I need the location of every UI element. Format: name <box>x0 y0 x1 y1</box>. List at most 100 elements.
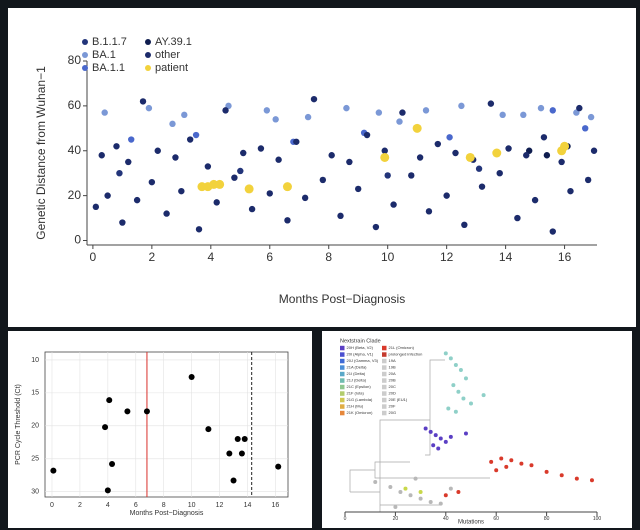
point <box>113 143 120 150</box>
x-tick-label: 14 <box>499 250 513 264</box>
point <box>226 450 233 457</box>
point <box>381 147 388 154</box>
point <box>145 104 153 112</box>
point <box>346 158 353 166</box>
point <box>422 107 430 114</box>
tip <box>463 431 468 436</box>
legend-label: AY.39.1 <box>155 36 192 48</box>
x-axis-title: Mutations <box>458 520 484 526</box>
legend-swatch <box>340 352 345 357</box>
tip <box>388 484 393 489</box>
point <box>372 223 380 231</box>
point <box>195 226 203 233</box>
point <box>499 111 506 119</box>
point <box>310 95 318 103</box>
tip <box>423 426 428 431</box>
point <box>587 113 595 121</box>
point <box>458 102 465 110</box>
legend-swatch <box>382 404 387 409</box>
plot-frame <box>44 351 289 498</box>
point <box>266 190 273 197</box>
x-tick-label: 8 <box>325 250 332 264</box>
tip <box>443 351 448 356</box>
tip <box>544 469 549 474</box>
point <box>230 477 237 484</box>
point <box>50 467 57 474</box>
point <box>234 436 241 442</box>
legend-swatch <box>340 371 345 377</box>
tip <box>403 486 408 491</box>
y-axis-title: PCR Cycle Threshold (Ct) <box>15 384 22 465</box>
point <box>549 107 556 114</box>
legend-label: 20J (Gamma, V3) <box>347 358 379 363</box>
left-panel <box>8 331 312 528</box>
point <box>465 152 475 162</box>
legend-label: 19B <box>389 365 396 370</box>
point <box>282 182 292 192</box>
legend-label: 21J (Delta) <box>347 378 367 383</box>
legend-label: 21F (Iota) <box>347 391 365 396</box>
legend-swatch <box>382 391 387 396</box>
point <box>178 187 185 195</box>
y-tick-label: 0 <box>74 233 81 247</box>
point <box>98 152 105 159</box>
legend-label: 20D <box>389 391 396 396</box>
tip <box>469 401 473 406</box>
tip <box>461 396 466 401</box>
point <box>390 201 397 208</box>
legend-label: 21G (Lambda) <box>347 397 373 402</box>
tip <box>463 376 468 381</box>
tip <box>443 439 448 444</box>
tip <box>456 489 461 494</box>
point <box>240 149 247 157</box>
point <box>520 111 527 119</box>
point <box>523 152 530 159</box>
x-tick-label: 0 <box>50 502 54 509</box>
point <box>434 140 442 148</box>
tip <box>574 476 579 481</box>
legend-label: prolonged infection <box>389 352 423 357</box>
point <box>343 104 350 112</box>
point <box>172 154 179 161</box>
point <box>319 176 327 184</box>
point <box>192 131 200 139</box>
point <box>188 374 195 381</box>
tip <box>443 493 448 498</box>
point <box>101 109 108 116</box>
x-tick-label: 8 <box>162 502 166 509</box>
tip <box>433 433 438 438</box>
tip <box>559 473 564 478</box>
x-tick-label: 100 <box>593 516 602 522</box>
point <box>408 172 415 179</box>
legend-swatch <box>382 410 387 416</box>
legend-swatch <box>340 397 345 403</box>
point <box>169 120 176 128</box>
tip <box>456 389 461 394</box>
x-tick-label: 10 <box>188 502 196 509</box>
point <box>301 194 309 202</box>
tip <box>458 368 463 373</box>
point <box>125 158 132 166</box>
legend-swatch <box>382 345 387 351</box>
legend-label: 21L (Omicron) <box>389 345 415 350</box>
legend-swatch <box>340 365 345 370</box>
legend-swatch <box>382 397 387 403</box>
point <box>416 154 424 161</box>
legend-swatch <box>382 384 387 390</box>
legend-swatch <box>340 345 345 351</box>
x-tick-label: 12 <box>440 250 454 264</box>
tip <box>428 499 433 504</box>
point <box>237 167 244 175</box>
tip <box>453 363 458 368</box>
legend-label: other <box>155 49 180 61</box>
tip <box>529 463 534 468</box>
legend-label: 20C <box>389 384 396 389</box>
point <box>412 123 422 133</box>
point <box>590 147 598 154</box>
point <box>124 408 131 415</box>
y-tick-label: 40 <box>68 143 82 157</box>
legend-label: BA.1.1 <box>92 62 125 74</box>
point <box>514 214 521 222</box>
point <box>204 163 212 170</box>
